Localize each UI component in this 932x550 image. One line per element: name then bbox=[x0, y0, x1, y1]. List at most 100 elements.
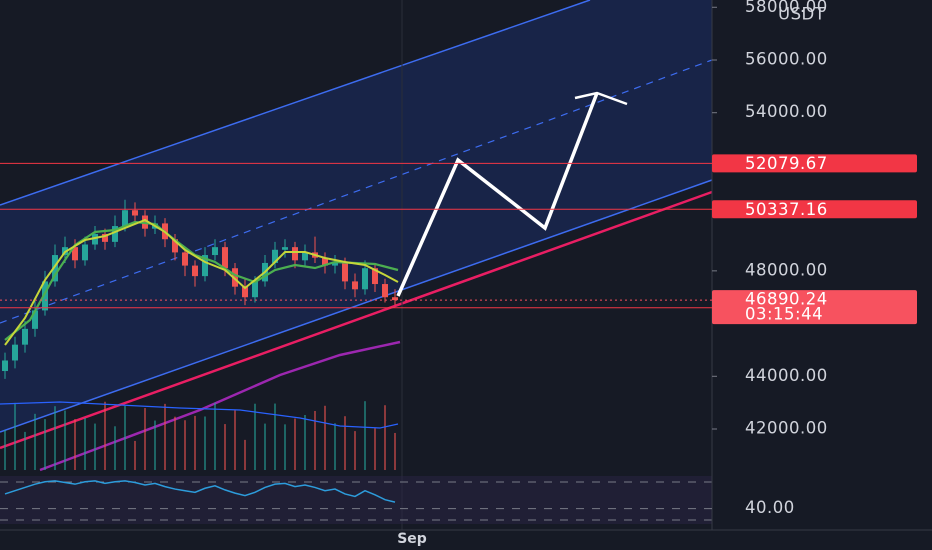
candle-body bbox=[192, 265, 198, 277]
candle-body bbox=[132, 210, 138, 216]
candle-body bbox=[232, 268, 238, 287]
volume-bar bbox=[174, 416, 176, 470]
y-tick-label: 56000.00 bbox=[745, 49, 828, 68]
y-tick-label: 54000.00 bbox=[745, 102, 828, 121]
volume-bar bbox=[4, 430, 6, 470]
volume-bar bbox=[154, 420, 156, 470]
volume-bar bbox=[54, 406, 56, 470]
candle-body bbox=[362, 268, 368, 290]
volume-bar bbox=[124, 405, 126, 470]
volume-bar bbox=[134, 440, 136, 470]
volume-bar bbox=[324, 405, 326, 470]
volume-bar bbox=[374, 428, 376, 470]
ma-mid bbox=[4, 220, 399, 341]
volume-bar bbox=[204, 416, 206, 470]
volume-bar bbox=[24, 431, 26, 470]
price-badge-label: 50337.16 bbox=[745, 200, 828, 219]
candle-body bbox=[352, 281, 358, 290]
candle-body bbox=[242, 286, 248, 298]
volume-bar bbox=[294, 418, 296, 470]
candle-body bbox=[322, 257, 328, 266]
volume-bar bbox=[394, 432, 396, 470]
candle-body bbox=[12, 344, 18, 361]
candle-body bbox=[72, 247, 78, 261]
candle-body bbox=[112, 226, 118, 242]
candle-body bbox=[102, 233, 108, 242]
volume-bar bbox=[384, 405, 386, 470]
volume-bar bbox=[284, 424, 286, 470]
volume-bar bbox=[364, 401, 366, 470]
volume-bar bbox=[214, 402, 216, 470]
volume-bar bbox=[94, 423, 96, 470]
price-axis bbox=[712, 0, 932, 550]
rsi-pane bbox=[0, 476, 712, 524]
price-badge bbox=[712, 154, 917, 173]
candle-body bbox=[392, 297, 398, 301]
volume-bar bbox=[64, 410, 66, 470]
price-badge bbox=[712, 200, 917, 219]
volume-bar bbox=[184, 420, 186, 470]
ma-slow bbox=[39, 340, 401, 472]
candle-body bbox=[52, 255, 58, 282]
candle-body bbox=[202, 255, 208, 277]
candle-body bbox=[372, 268, 378, 285]
channel-mid bbox=[0, 59, 713, 324]
y-tick-label: 42000.00 bbox=[745, 419, 828, 438]
volume-bar bbox=[44, 419, 46, 470]
candle-body bbox=[292, 247, 298, 261]
ma-fast bbox=[4, 218, 399, 346]
y-tick-label: 48000.00 bbox=[745, 260, 828, 279]
candle-body bbox=[82, 244, 88, 261]
currency-label: USDT bbox=[778, 5, 826, 24]
candle-body bbox=[32, 310, 38, 329]
candle-body bbox=[332, 262, 338, 266]
volume-bar bbox=[344, 416, 346, 470]
candle-body bbox=[342, 262, 348, 282]
rsi-line bbox=[4, 480, 396, 503]
volume-bar bbox=[314, 410, 316, 470]
volume bbox=[4, 401, 396, 470]
candle-body bbox=[122, 210, 128, 227]
candle-body bbox=[222, 247, 228, 269]
x-tick-label: Sep bbox=[397, 531, 427, 547]
countdown-label: 03:15:44 bbox=[745, 305, 823, 324]
last-price-label: 46890.24 bbox=[745, 290, 828, 309]
volume-bar bbox=[244, 439, 246, 470]
channel-upper bbox=[0, 0, 591, 206]
candle-body bbox=[42, 281, 48, 311]
volume-bar bbox=[264, 423, 266, 470]
volume-bar bbox=[224, 424, 226, 470]
candle-body bbox=[212, 247, 218, 256]
candle-body bbox=[382, 284, 388, 298]
channel-fill bbox=[0, 0, 712, 432]
candle-body bbox=[272, 249, 278, 263]
volume-bar bbox=[334, 423, 336, 470]
volume-bar bbox=[74, 419, 76, 470]
volume-bar bbox=[254, 403, 256, 470]
volume-ma bbox=[0, 401, 399, 429]
candle-body bbox=[252, 281, 258, 298]
volume-bar bbox=[34, 413, 36, 470]
volume-bar bbox=[84, 417, 86, 470]
volume-bar bbox=[274, 403, 276, 470]
candle-body bbox=[22, 328, 28, 345]
last-price-badge bbox=[712, 290, 917, 325]
candle-body bbox=[92, 233, 98, 245]
volume-bar bbox=[144, 408, 146, 470]
channel-lower bbox=[0, 179, 713, 433]
rsi-tick-label: 40.00 bbox=[745, 498, 795, 517]
y-tick-label: 58000.00 bbox=[745, 0, 828, 16]
candle-body bbox=[2, 360, 8, 372]
y-tick-label: 44000.00 bbox=[745, 366, 828, 385]
volume-bar bbox=[194, 415, 196, 470]
candle-body bbox=[182, 252, 188, 266]
volume-bar bbox=[164, 403, 166, 470]
candle-body bbox=[282, 247, 288, 250]
candle-body bbox=[302, 252, 308, 261]
volume-bar bbox=[104, 401, 106, 470]
candle-body bbox=[172, 239, 178, 253]
projection-path bbox=[396, 92, 599, 297]
volume-bar bbox=[354, 431, 356, 470]
